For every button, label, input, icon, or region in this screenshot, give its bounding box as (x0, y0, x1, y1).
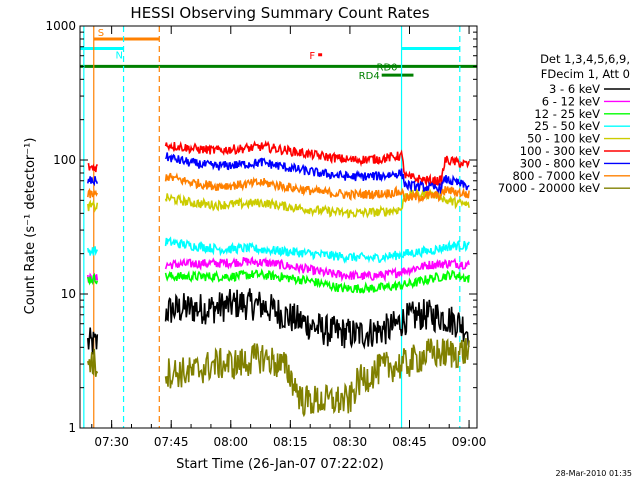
series-line-7 (87, 172, 470, 204)
y-tick-label-0: 1 (68, 421, 76, 435)
legend-label-6: 300 - 800 keV (520, 156, 600, 170)
legend-label-7: 800 - 7000 keV (512, 169, 600, 183)
x-tick-label-2: 08:00 (213, 435, 248, 449)
flag-label-s: S (98, 28, 104, 39)
legend-header-1: Det 1,3,4,5,6,9, (540, 52, 630, 66)
legend-label-5: 100 - 300 keV (520, 144, 600, 158)
x-tick-label-1: 07:45 (154, 435, 189, 449)
flag-label-f: F (309, 51, 315, 62)
x-axis: 07:30 07:45 08:00 08:15 08:30 08:45 09:00 (91, 26, 487, 449)
series-line-5 (87, 140, 470, 187)
series-line-0 (87, 288, 470, 355)
plot-frame (79, 25, 478, 429)
y-tick-label-1: 10 (61, 287, 76, 301)
series-line-3 (87, 236, 470, 264)
legend-label-2: 12 - 25 keV (534, 107, 600, 121)
y-tick-label-2: 100 (53, 153, 76, 167)
legend-label-1: 6 - 12 keV (542, 94, 600, 108)
legend-label-8: 7000 - 20000 keV (498, 181, 600, 195)
x-tick-label-6: 09:00 (452, 435, 487, 449)
series-line-8 (87, 338, 470, 418)
flag-label-rd4: RD4 (359, 71, 380, 82)
y-axis-label: Count Rate (s⁻¹ detector⁻¹) (23, 138, 38, 315)
x-tick-label-5: 08:45 (392, 435, 427, 449)
x-tick-label-4: 08:30 (333, 435, 368, 449)
y-tick-label-3: 1000 (45, 19, 76, 33)
series-layer (87, 140, 470, 418)
series-line-2 (87, 268, 470, 294)
legend: Det 1,3,4,5,6,9, FDecim 1, Att 0 3 - 6 k… (498, 52, 630, 195)
timestamp: 28-Mar-2010 01:35 (556, 469, 633, 478)
flag-label-n: N (116, 50, 123, 61)
series-line-6 (87, 152, 470, 196)
vertical-markers (83, 26, 461, 428)
x-tick-label-0: 07:30 (94, 435, 129, 449)
flag-label-rd0: RD0 (377, 62, 398, 73)
legend-label-3: 25 - 50 keV (534, 119, 600, 133)
legend-label-4: 50 - 100 keV (527, 132, 600, 146)
x-tick-label-3: 08:15 (273, 435, 308, 449)
x-axis-label: Start Time (26-Jan-07 07:22:02) (176, 457, 384, 472)
legend-label-0: 3 - 6 keV (549, 82, 600, 96)
legend-header-2: FDecim 1, Att 0 (541, 67, 630, 81)
y-axis: 1 10 100 1000 (45, 19, 477, 435)
series-line-4 (87, 187, 470, 219)
chart-title: HESSI Observing Summary Count Rates (130, 4, 429, 22)
